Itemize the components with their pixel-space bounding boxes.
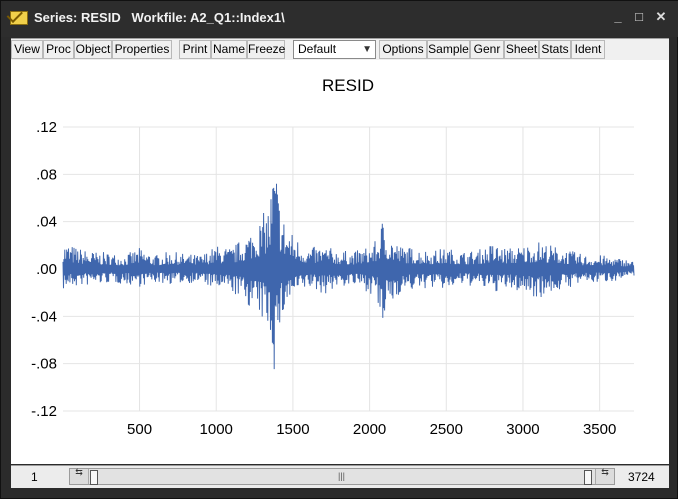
name-button[interactable]: Name — [211, 40, 247, 59]
toolbar: View Proc Object Properties Print Name F… — [11, 38, 669, 61]
print-button[interactable]: Print — [179, 40, 211, 59]
y-tick-label: -.08 — [31, 356, 57, 373]
y-tick-label: .00 — [36, 261, 57, 278]
y-tick-label: -.12 — [31, 403, 57, 420]
sheet-button[interactable]: Sheet — [504, 40, 539, 59]
y-tick-label: .12 — [36, 119, 57, 136]
view-type-dropdown[interactable]: Default ▼ — [293, 40, 376, 59]
dropdown-value: Default — [298, 42, 337, 56]
obs-start-label: 1 — [31, 470, 38, 484]
close-icon[interactable]: ✕ — [655, 9, 667, 24]
sample-button[interactable]: Sample — [427, 40, 470, 59]
proc-button[interactable]: Proc — [43, 40, 74, 59]
sample-bar: 1 ⇆ ||| ⇆ 3724 — [11, 465, 669, 488]
genr-button[interactable]: Genr — [470, 40, 504, 59]
chart-title: RESID — [322, 76, 374, 95]
minimize-icon[interactable]: _ — [614, 9, 622, 24]
view-button[interactable]: View — [11, 40, 43, 59]
x-tick-label: 1500 — [276, 421, 309, 438]
y-axis-ticks: .12 .08 .04 .00 -.04 -.08 -.12 — [31, 119, 57, 420]
maximize-icon[interactable]: □ — [635, 9, 643, 24]
x-tick-label: 500 — [127, 421, 152, 438]
y-tick-label: .04 — [36, 214, 57, 231]
freeze-button[interactable]: Freeze — [247, 40, 285, 59]
x-tick-label: 2500 — [430, 421, 463, 438]
x-tick-label: 3000 — [506, 421, 539, 438]
x-axis-ticks: 500 1000 1500 2000 2500 3000 3500 — [127, 421, 616, 438]
object-button[interactable]: Object — [74, 40, 112, 59]
stats-button[interactable]: Stats — [539, 40, 571, 59]
sample-scrollbar[interactable]: ⇆ ||| ⇆ — [69, 468, 615, 485]
obs-end-label: 3724 — [628, 470, 655, 484]
chart-icon — [10, 11, 28, 25]
options-button[interactable]: Options — [379, 40, 427, 59]
ident-button[interactable]: Ident — [571, 40, 605, 59]
properties-button[interactable]: Properties — [112, 40, 172, 59]
scroll-thumb-end[interactable] — [584, 470, 592, 485]
graph-area[interactable]: RESID .12 .08 .04 .00 -.04 -.08 -.12 500 1000 15… — [11, 60, 669, 464]
y-tick-label: -.04 — [31, 308, 57, 325]
scroll-left-icon[interactable]: ⇆ — [70, 468, 89, 484]
title-bar[interactable]: Series: RESID Workfile: A2_Q1::Index1\ _… — [1, 1, 678, 37]
x-tick-label: 2000 — [353, 421, 386, 438]
x-tick-label: 3500 — [583, 421, 616, 438]
chevron-down-icon: ▼ — [362, 44, 372, 55]
y-tick-label: .08 — [36, 166, 57, 183]
scroll-thumb-start[interactable] — [90, 470, 98, 485]
window-title: Series: RESID Workfile: A2_Q1::Index1\ — [34, 10, 285, 25]
scroll-right-icon[interactable]: ⇆ — [595, 468, 614, 484]
resid-line-chart: RESID .12 .08 .04 .00 -.04 -.08 -.12 500 1000 15… — [31, 76, 635, 438]
x-tick-label: 1000 — [200, 421, 233, 438]
series-resid-line — [62, 183, 635, 370]
scroll-grip-icon: ||| — [338, 471, 346, 481]
